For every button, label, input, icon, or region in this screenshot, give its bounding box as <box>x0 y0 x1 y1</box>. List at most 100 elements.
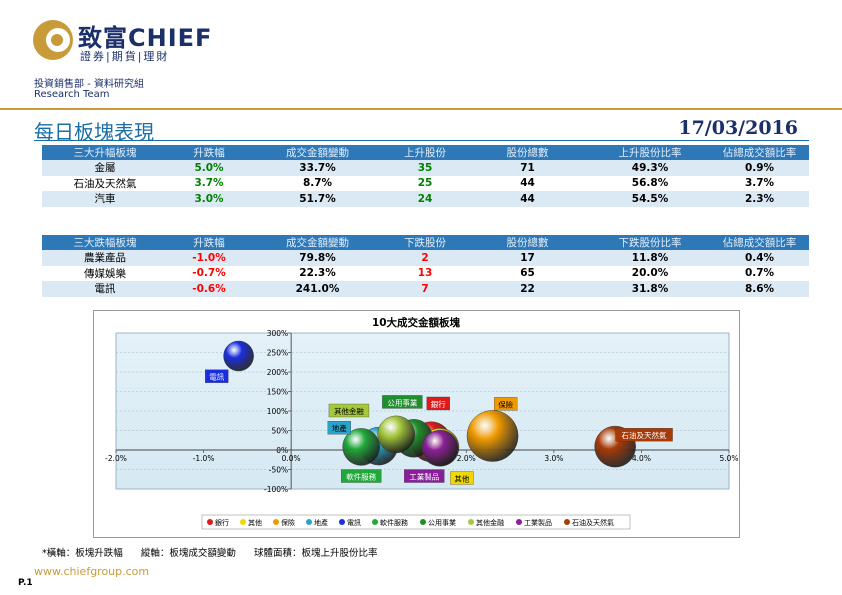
footnote-bubble: 球體面積：板塊上升股份比率 <box>254 548 378 559</box>
col-change: 升跌幅 <box>168 145 250 160</box>
sector-name: 石油及天然氣 <box>73 177 137 190</box>
data-label: 公用事業 <box>387 397 417 407</box>
y-tick-label: -50% <box>269 466 288 475</box>
legend-swatch-其他金融 <box>468 519 474 525</box>
table-row: 汽車 3.0% 51.7% 24 44 54.5% 2.3% <box>42 191 809 207</box>
total-stocks: 44 <box>465 191 590 207</box>
decline-ratio: 11.8% <box>590 250 710 266</box>
col-advance-ratio: 上升股份比率 <box>590 145 710 160</box>
turnover-change: 241.0% <box>250 281 385 297</box>
legend-swatch-銀行 <box>207 519 213 525</box>
turnover-change: 51.7% <box>250 191 385 207</box>
data-label: 銀行 <box>431 399 446 409</box>
table-row: 電訊 -0.6% 241.0% 7 22 31.8% 8.6% <box>42 281 809 297</box>
legend-label: 保險 <box>281 518 295 527</box>
decliners: 7 <box>385 281 465 297</box>
footnote-x-axis: *橫軸：板塊升跌幅 <box>42 548 123 559</box>
advancers: 35 <box>385 160 465 176</box>
bubble-保險 <box>466 410 519 462</box>
legend-swatch-石油及天然氣 <box>564 519 570 525</box>
data-label: 其他 <box>454 473 469 483</box>
sector-name: 傳媒娛樂 <box>84 267 126 280</box>
total-stocks: 44 <box>520 177 535 190</box>
y-tick-label: 100% <box>267 407 288 416</box>
turnover-change: 79.8% <box>250 250 385 266</box>
data-label-box <box>205 369 229 383</box>
page-number: P.1 <box>18 578 33 588</box>
data-label-box <box>341 469 382 483</box>
col-decline-ratio: 下跌股份比率 <box>590 235 710 250</box>
col-turnover-share: 佔總成交額比率 <box>710 235 809 250</box>
chief-logo-icon <box>33 20 73 60</box>
x-tick-label: 3.0% <box>544 454 563 463</box>
website-link[interactable]: www.chiefgroup.com <box>34 565 150 578</box>
total-stocks: 22 <box>465 281 590 297</box>
department: 投資銷售部 - 資料研究組 <box>34 79 144 90</box>
data-label-box <box>450 471 474 485</box>
data-label-box <box>615 428 673 442</box>
legend-label: 其他金融 <box>476 518 504 527</box>
legend-label: 其他 <box>248 518 262 527</box>
sector-name: 農業產品 <box>42 250 168 266</box>
sector-change: -1.0% <box>168 250 250 266</box>
legend-label: 軟件服務 <box>380 518 408 527</box>
turnover-change: 22.3% <box>299 267 336 280</box>
legend-label: 地產 <box>314 518 328 527</box>
y-tick-label: 250% <box>267 349 288 358</box>
col-total-stocks: 股份總數 <box>465 145 590 160</box>
table-row: 金屬 5.0% 33.7% 35 71 49.3% 0.9% <box>42 160 809 176</box>
advancers: 25 <box>417 177 433 190</box>
legend-label: 石油及天然氣 <box>572 518 614 527</box>
legend-swatch-電訊 <box>339 519 345 525</box>
col-total-stocks: 股份總數 <box>465 235 590 250</box>
sector-name: 汽車 <box>42 191 168 207</box>
legend-swatch-地產 <box>306 519 312 525</box>
y-tick-label: 0% <box>276 446 288 455</box>
y-tick-label: 150% <box>267 388 288 397</box>
turnover-share: 3.7% <box>744 177 775 190</box>
x-tick-label: -2.0% <box>105 454 127 463</box>
legend-label: 公用事業 <box>428 518 456 527</box>
bubble-工業製品 <box>421 429 459 467</box>
y-tick-label: -100% <box>264 485 288 494</box>
sector-change: 5.0% <box>168 160 250 176</box>
data-label-box <box>404 469 445 483</box>
sector-change: 3.0% <box>168 191 250 207</box>
advance-ratio: 56.8% <box>631 177 669 190</box>
advance-ratio: 49.3% <box>590 160 710 176</box>
data-label-box <box>328 403 370 418</box>
total-stocks: 71 <box>465 160 590 176</box>
data-label: 地產 <box>332 423 347 433</box>
x-tick-label: -1.0% <box>193 454 215 463</box>
data-label: 工業製品 <box>409 472 439 482</box>
table-header-row: 三大升幅板塊 升跌幅 成交金額變動 上升股份 股份總數 上升股份比率 佔總成交額… <box>42 145 809 160</box>
data-label-box <box>382 395 423 409</box>
report-date: 17/03/2016 <box>678 117 798 139</box>
col-decliners: 下跌股份 <box>385 235 465 250</box>
total-stocks: 65 <box>520 267 535 280</box>
x-tick-label: 0.0% <box>282 454 301 463</box>
header-divider <box>0 108 842 110</box>
brand-name: 致富CHIEF <box>78 24 213 52</box>
brand-tagline: 證券|期貨|理財 <box>80 50 170 63</box>
legend-swatch-公用事業 <box>420 519 426 525</box>
table-row: 石油及天然氣 3.7% 8.7% 25 44 56.8% 3.7% <box>42 176 809 192</box>
table-header-row: 三大跌幅板塊 升跌幅 成交金額變動 下跌股份 股份總數 下跌股份比率 佔總成交額… <box>42 235 809 250</box>
sector-name: 金屬 <box>42 160 168 176</box>
col-sector: 三大跌幅板塊 <box>42 235 168 250</box>
bubble-chart: 10大成交金額板塊 300% 250% 200% 150% 100% 50% 0% -50% -1… <box>105 316 739 530</box>
x-tick-label: 4.0% <box>632 454 651 463</box>
legend-swatch-保險 <box>273 519 279 525</box>
sector-name: 電訊 <box>42 281 168 297</box>
data-label-box <box>494 397 518 411</box>
chart-title: 10大成交金額板塊 <box>372 316 461 329</box>
top-gainers-table: 三大升幅板塊 升跌幅 成交金額變動 上升股份 股份總數 上升股份比率 佔總成交額… <box>42 145 809 207</box>
decline-ratio: 31.8% <box>590 281 710 297</box>
turnover-change: 8.7% <box>302 177 333 190</box>
legend-swatch-其他 <box>240 519 246 525</box>
data-label-box <box>426 396 450 411</box>
sector-change: -0.7% <box>192 267 226 280</box>
legend-label: 工業製品 <box>524 518 552 527</box>
y-tick-label: 200% <box>267 368 288 377</box>
table-row: 傳媒娛樂 -0.7% 22.3% 13 65 20.0% 0.7% <box>42 266 809 282</box>
